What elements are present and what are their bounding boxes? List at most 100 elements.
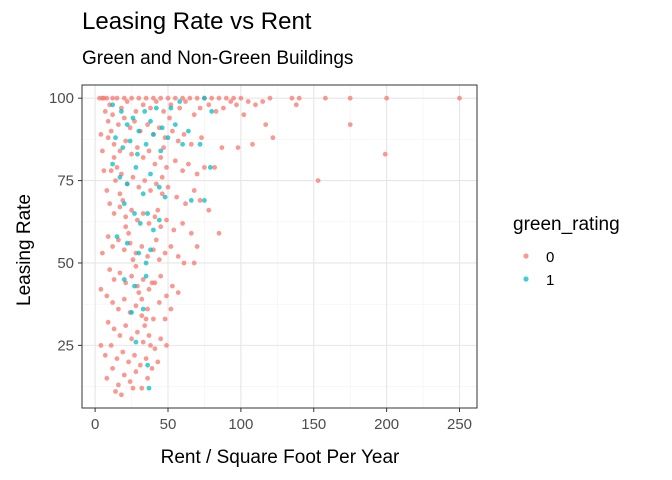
data-point-series-0 <box>159 191 165 197</box>
data-point-series-0 <box>119 105 124 111</box>
data-point-series-0 <box>145 306 151 312</box>
data-point-series-0 <box>133 303 139 309</box>
data-point-series-0 <box>250 141 255 147</box>
data-point-series-0 <box>146 333 152 338</box>
legend-key-0 <box>523 253 529 259</box>
data-point-series-0 <box>241 112 247 118</box>
data-point-series-0 <box>136 290 142 295</box>
data-point-series-0 <box>181 260 187 266</box>
data-point-series-0 <box>124 99 130 104</box>
data-point-series-0 <box>162 250 168 256</box>
data-point-series-0 <box>296 95 302 101</box>
data-point-series-0 <box>191 112 197 118</box>
x-tick-label: 100 <box>228 416 253 433</box>
data-point-series-0 <box>116 306 121 312</box>
data-point-series-0 <box>140 339 146 345</box>
data-point-series-0 <box>293 102 299 108</box>
data-point-series-0 <box>219 145 225 151</box>
data-point-series-0 <box>140 155 146 160</box>
data-point-series-0 <box>123 224 129 230</box>
data-point-series-0 <box>177 105 183 111</box>
data-point-series-1 <box>177 99 183 104</box>
data-point-series-0 <box>101 168 107 174</box>
data-point-series-0 <box>110 112 115 118</box>
data-point-series-1 <box>146 385 152 391</box>
data-point-series-0 <box>238 95 244 101</box>
data-point-series-1 <box>132 283 137 289</box>
data-point-series-0 <box>235 145 241 151</box>
data-point-series-0 <box>108 168 114 174</box>
data-point-series-1 <box>143 260 149 266</box>
data-point-series-0 <box>105 118 111 124</box>
data-point-series-1 <box>153 105 159 111</box>
x-axis-ticks: 0 50 100 150 200 250 <box>91 408 472 433</box>
data-point-series-1 <box>165 135 171 141</box>
data-point-series-0 <box>156 257 162 263</box>
plot-panel-border <box>81 84 478 409</box>
data-point-series-0 <box>145 254 151 259</box>
data-point-series-0 <box>139 385 145 391</box>
data-point-series-0 <box>139 313 145 319</box>
data-point-series-1 <box>148 171 153 177</box>
data-point-series-0 <box>152 214 158 220</box>
data-point-series-0 <box>175 254 181 259</box>
data-point-series-1 <box>136 250 142 256</box>
data-point-series-1 <box>121 201 127 207</box>
data-point-series-0 <box>152 161 158 167</box>
data-point-series-0 <box>164 343 169 348</box>
data-point-series-0 <box>347 95 353 101</box>
data-point-series-0 <box>135 145 140 151</box>
data-point-series-0 <box>114 95 120 101</box>
data-point-series-1 <box>137 221 143 226</box>
legend-label-0: 0 <box>546 249 554 266</box>
data-point-series-0 <box>167 115 172 121</box>
data-point-series-0 <box>162 316 168 322</box>
data-point-series-0 <box>135 217 140 223</box>
data-point-series-0 <box>98 132 104 137</box>
x-tick-label: 0 <box>91 416 99 433</box>
data-point-series-0 <box>263 122 269 127</box>
data-point-series-0 <box>105 234 111 240</box>
data-point-series-0 <box>108 343 114 348</box>
data-point-series-0 <box>116 122 121 127</box>
data-point-series-0 <box>148 188 153 193</box>
data-point-series-0 <box>136 95 142 101</box>
data-point-series-0 <box>123 138 129 144</box>
data-point-series-0 <box>174 194 180 200</box>
data-point-series-0 <box>315 178 321 184</box>
data-point-series-0 <box>114 165 120 170</box>
data-point-series-1 <box>110 161 115 167</box>
data-point-series-0 <box>152 346 158 352</box>
data-point-series-0 <box>180 95 186 101</box>
data-point-series-0 <box>117 204 123 210</box>
data-point-series-0 <box>145 375 151 381</box>
data-point-series-0 <box>216 230 222 236</box>
data-point-series-1 <box>202 95 207 101</box>
data-point-series-0 <box>111 155 117 160</box>
data-point-series-0 <box>183 201 188 207</box>
data-point-series-0 <box>143 95 149 101</box>
legend-key-1 <box>523 276 529 282</box>
data-point-series-0 <box>111 141 117 147</box>
data-point-series-0 <box>146 221 152 226</box>
data-point-series-0 <box>110 244 115 249</box>
data-point-series-0 <box>133 263 139 269</box>
data-point-series-1 <box>140 191 146 197</box>
data-point-series-1 <box>156 217 162 223</box>
data-point-series-0 <box>121 95 127 101</box>
data-point-series-0 <box>110 95 115 101</box>
data-point-series-0 <box>158 95 164 101</box>
data-point-series-1 <box>130 115 136 121</box>
data-point-series-0 <box>121 372 127 378</box>
data-point-series-0 <box>289 95 295 101</box>
data-points <box>97 95 462 398</box>
data-point-series-0 <box>119 392 124 398</box>
data-point-series-0 <box>151 95 156 101</box>
data-point-series-0 <box>107 267 113 272</box>
data-point-series-0 <box>164 217 169 223</box>
data-point-series-0 <box>107 201 113 207</box>
data-point-series-1 <box>132 211 137 216</box>
legend-title: green_rating <box>513 214 620 235</box>
x-axis-title: Rent / Square Foot Per Year <box>161 447 400 468</box>
data-point-series-0 <box>168 102 174 108</box>
